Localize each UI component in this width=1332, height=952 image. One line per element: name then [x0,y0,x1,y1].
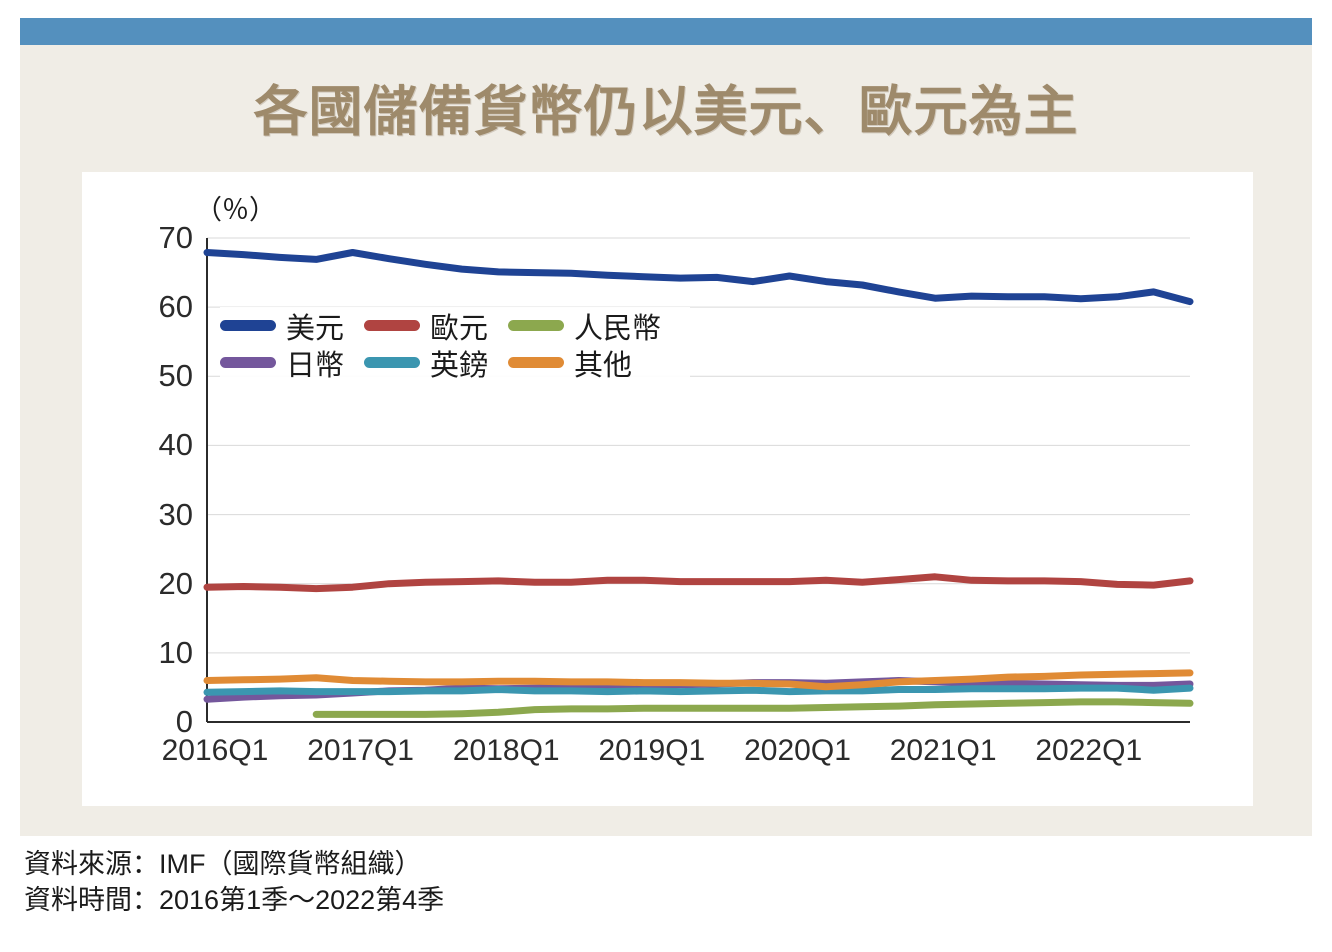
legend-label: 其他 [574,349,633,382]
series-line-英鎊 [203,684,1194,696]
chart-card: （％） 0 10 20 30 40 50 60 70 2016Q1 2017Q1 2018Q1 20… [82,172,1253,806]
legend-item-人民幣[interactable]: 人民幣 [508,307,661,345]
y-tick-label: 20 [158,565,193,601]
x-tick-label: 2018Q1 [452,734,560,767]
legend-swatch-icon [508,320,564,331]
chart-svg [203,237,1194,723]
x-tick-label: 2017Q1 [307,734,414,767]
header-accent-bar [20,18,1312,45]
x-tick-label: 2020Q1 [744,734,851,767]
x-tick-label: 2021Q1 [889,734,997,767]
y-tick-label: 60 [158,289,193,325]
series-line-歐元 [203,573,1194,593]
legend-swatch-icon [508,357,564,368]
legend-label: 日幣 [286,349,345,382]
legend-label: 美元 [286,312,345,345]
series-line-美元 [203,249,1194,306]
source-note: 資料來源：IMF（國際貨幣組織） [24,849,422,879]
x-tick-label: 2022Q1 [1035,734,1143,767]
legend-label: 英鎊 [430,349,489,382]
legend-label: 歐元 [430,312,489,345]
legend-swatch-icon [220,357,276,368]
series-line-人民幣 [312,698,1194,718]
legend-label: 人民幣 [574,312,662,345]
series-line-其他 [203,669,1194,691]
line-chart [82,172,1253,806]
x-tick-label: 2019Q1 [598,734,706,767]
legend-swatch-icon [220,320,276,331]
legend-item-美元[interactable]: 美元 [220,307,364,345]
footer-notes: 資料來源：IMF（國際貨幣組織） 資料時間：2016第1季～2022第4季 [24,846,924,918]
legend-item-其他[interactable]: 其他 [508,344,652,382]
legend-item-歐元[interactable]: 歐元 [364,307,508,345]
y-tick-label: 0 [175,704,193,739]
chart-legend: 美元 歐元 人民幣日幣 英鎊 其他 [220,307,690,382]
legend-item-日幣[interactable]: 日幣 [220,344,364,382]
y-tick-label: 70 [158,220,193,255]
y-tick-label: 40 [158,427,193,463]
y-tick-label: 10 [158,634,193,670]
period-note: 資料時間：2016第1季～2022第4季 [24,885,445,915]
y-tick-label: 50 [158,358,193,394]
legend-swatch-icon [364,357,420,368]
legend-swatch-icon [364,320,420,331]
x-tick-label: 2016Q1 [161,734,269,767]
y-axis-unit-label: （％） [195,195,276,225]
legend-item-英鎊[interactable]: 英鎊 [364,344,508,382]
page-title: 各國儲備貨幣仍以美元、歐元為主 [253,82,1079,142]
y-tick-label: 30 [158,496,193,532]
